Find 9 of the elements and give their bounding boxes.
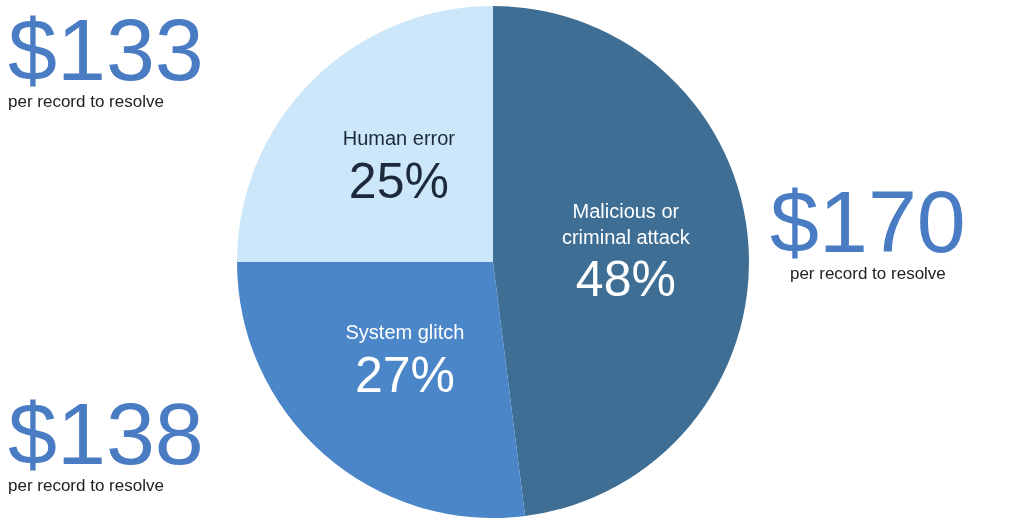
text: $133 per record to resolve	[8, 0, 204, 112]
slice-label: Malicious or criminal attack	[561, 200, 691, 249]
data-label: 48%	[575, 251, 676, 308]
data-label: 27%	[354, 346, 456, 403]
data-label: 25%	[348, 152, 449, 209]
slice-label: Human error	[342, 127, 456, 150]
text: $138 per record to resolve	[8, 384, 204, 496]
text: $170 per record to resolve	[770, 172, 966, 284]
slice-label: System glitch	[345, 321, 465, 344]
